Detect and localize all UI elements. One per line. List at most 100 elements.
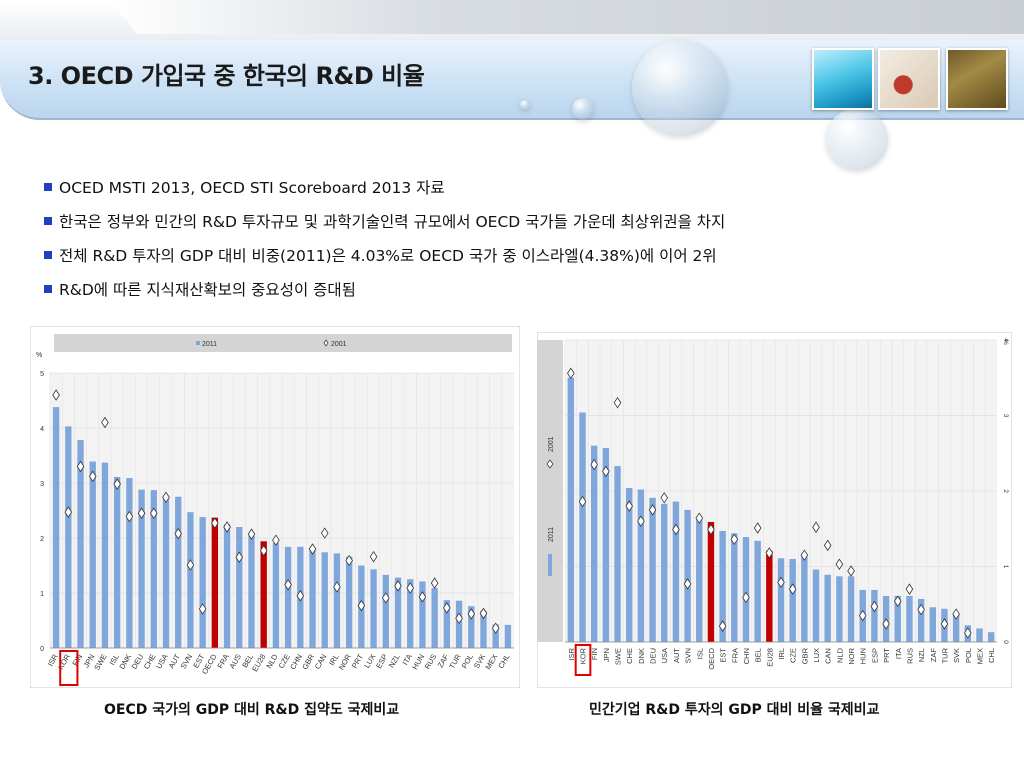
- bar-2011-ita: [407, 579, 414, 648]
- marker-2001-usa: [162, 491, 170, 504]
- x-tick-label: PRT: [882, 648, 891, 663]
- bar-2011-nzl: [394, 577, 402, 648]
- bubble-decoration-tiny: [520, 100, 530, 110]
- marker-2001-chn: [296, 590, 305, 602]
- bar-2011-isl: [696, 516, 703, 642]
- legend-bar: [537, 340, 563, 642]
- y-tick-label: 0: [1002, 640, 1009, 644]
- x-tick-label: HUN: [859, 648, 868, 664]
- x-tick-label: ESP: [870, 648, 879, 663]
- marker-2001-prt: [882, 618, 890, 630]
- legend-swatch-2011: [196, 341, 200, 345]
- x-tick-label: BEL: [754, 648, 763, 662]
- x-tick-label: ISR: [567, 647, 576, 660]
- marker-2001-can: [823, 539, 832, 552]
- bullet-square-icon: [44, 183, 52, 191]
- marker-2001-cze: [788, 583, 797, 595]
- marker-2001-eu28: [259, 544, 268, 557]
- marker-2001-svk: [952, 608, 960, 620]
- y-tick-label: 1: [1002, 565, 1009, 569]
- bar-2011-aut: [672, 501, 680, 642]
- marker-2001-kor: [578, 495, 587, 508]
- legend-label-2001: 2001: [548, 436, 555, 452]
- marker-2001-gbr: [800, 549, 809, 561]
- bullet-item: 한국은 정부와 민간의 R&D 투자규모 및 과학기술인력 규모에서 OECD …: [44, 204, 725, 238]
- x-tick-label: CZE: [789, 648, 798, 663]
- marker-2001-nzl: [394, 580, 402, 592]
- header-decor-band: [110, 0, 1024, 34]
- bar-2011-jpn: [602, 447, 610, 642]
- marker-2001-can: [320, 527, 329, 539]
- marker-2001-isl: [113, 478, 121, 490]
- bar-2011-irl: [333, 553, 341, 648]
- bar-2011-nor: [345, 556, 353, 648]
- bubble-decoration-medium: [826, 108, 888, 170]
- marker-2001-bel: [753, 522, 762, 534]
- marker-2001-nor: [345, 554, 353, 567]
- marker-2001-hun: [418, 591, 427, 603]
- bar-2011-jpn: [89, 461, 96, 648]
- x-tick-label: KOR: [579, 647, 588, 664]
- legend-bar: [54, 334, 512, 352]
- marker-2001-usa: [660, 492, 669, 504]
- legend-label-2001: 2001: [331, 341, 347, 348]
- marker-2001-ita: [406, 582, 414, 594]
- marker-2001-svn: [186, 559, 195, 571]
- x-tick-label: SVK: [952, 648, 961, 663]
- x-tick-label: LUX: [812, 648, 821, 663]
- x-tick-label: CHL: [987, 648, 996, 663]
- left-chart-caption: OECD 국가의 GDP 대비 R&D 집약도 국제비교: [104, 702, 400, 718]
- bar-2011-est: [199, 517, 206, 648]
- y-tick-label: 1: [40, 591, 44, 598]
- x-tick-label: CHN: [742, 648, 751, 664]
- x-tick-label: JPN: [602, 648, 611, 662]
- bullet-square-icon: [44, 217, 52, 225]
- marker-2001-gbr: [308, 543, 317, 555]
- x-tick-label: OECD: [707, 647, 716, 669]
- x-tick-label: NOR: [847, 647, 856, 664]
- marker-2001-nld: [835, 558, 844, 570]
- bubble-decoration-large: [632, 40, 728, 136]
- bar-2011-aut: [175, 496, 182, 648]
- x-tick-label: POL: [964, 648, 973, 663]
- bar-2011-fin: [77, 440, 84, 648]
- bar-2011-kor: [65, 426, 72, 648]
- marker-2001-isl: [695, 512, 704, 524]
- bar-2011-svk: [952, 614, 960, 642]
- bullet-text: 전체 R&D 투자의 GDP 대비 비중(2011)은 4.03%로 OECD …: [59, 247, 717, 265]
- bar-2011-isr: [567, 377, 575, 642]
- marker-2001-hun: [858, 609, 867, 622]
- x-tick-label: MEX: [975, 648, 984, 664]
- y-tick-label: 3: [1002, 414, 1009, 418]
- business-rd-chart: 2011 2001 0 1 2 3 4% ISR KOR FIN JPN SWE CHE DNK DEU US…: [537, 332, 1012, 688]
- marker-2001-nzl: [917, 603, 925, 616]
- marker-2001-est: [198, 603, 207, 615]
- right-chart-caption: 민간기업 R&D 투자의 GDP 대비 비율 국제비교: [589, 702, 880, 718]
- marker-2001-jpn: [602, 465, 610, 478]
- legend-label-2011: 2011: [548, 527, 555, 542]
- marker-2001-isr: [567, 367, 575, 379]
- marker-2001-prt: [357, 599, 366, 612]
- bar-2011-eu28: [260, 541, 267, 648]
- marker-2001-deu: [648, 504, 657, 516]
- marker-2001-est: [718, 620, 727, 632]
- x-tick-label: DNK: [637, 648, 646, 664]
- bar-2011-che: [150, 490, 157, 648]
- marker-2001-aut: [672, 523, 680, 536]
- x-tick-label: IRL: [777, 648, 786, 660]
- marker-2001-deu: [137, 507, 146, 519]
- marker-2001-oecd: [211, 517, 219, 529]
- bar-2011-nld: [836, 576, 843, 642]
- marker-2001-che: [150, 507, 158, 519]
- y-tick-label: 5: [40, 371, 44, 378]
- marker-2001-cze: [284, 579, 292, 591]
- bubble-decoration-small: [572, 98, 594, 120]
- bar-2011-nor: [847, 576, 855, 642]
- bullet-list: OCED MSTI 2013, OECD STI Scoreboard 2013…: [44, 170, 725, 306]
- marker-2001-fin: [76, 460, 85, 473]
- marker-2001-kor: [64, 506, 73, 518]
- marker-2001-swe: [101, 416, 109, 429]
- x-tick-label: EU28: [765, 648, 774, 667]
- bar-2011-nzl: [917, 598, 925, 642]
- bar-2011-can: [321, 552, 328, 648]
